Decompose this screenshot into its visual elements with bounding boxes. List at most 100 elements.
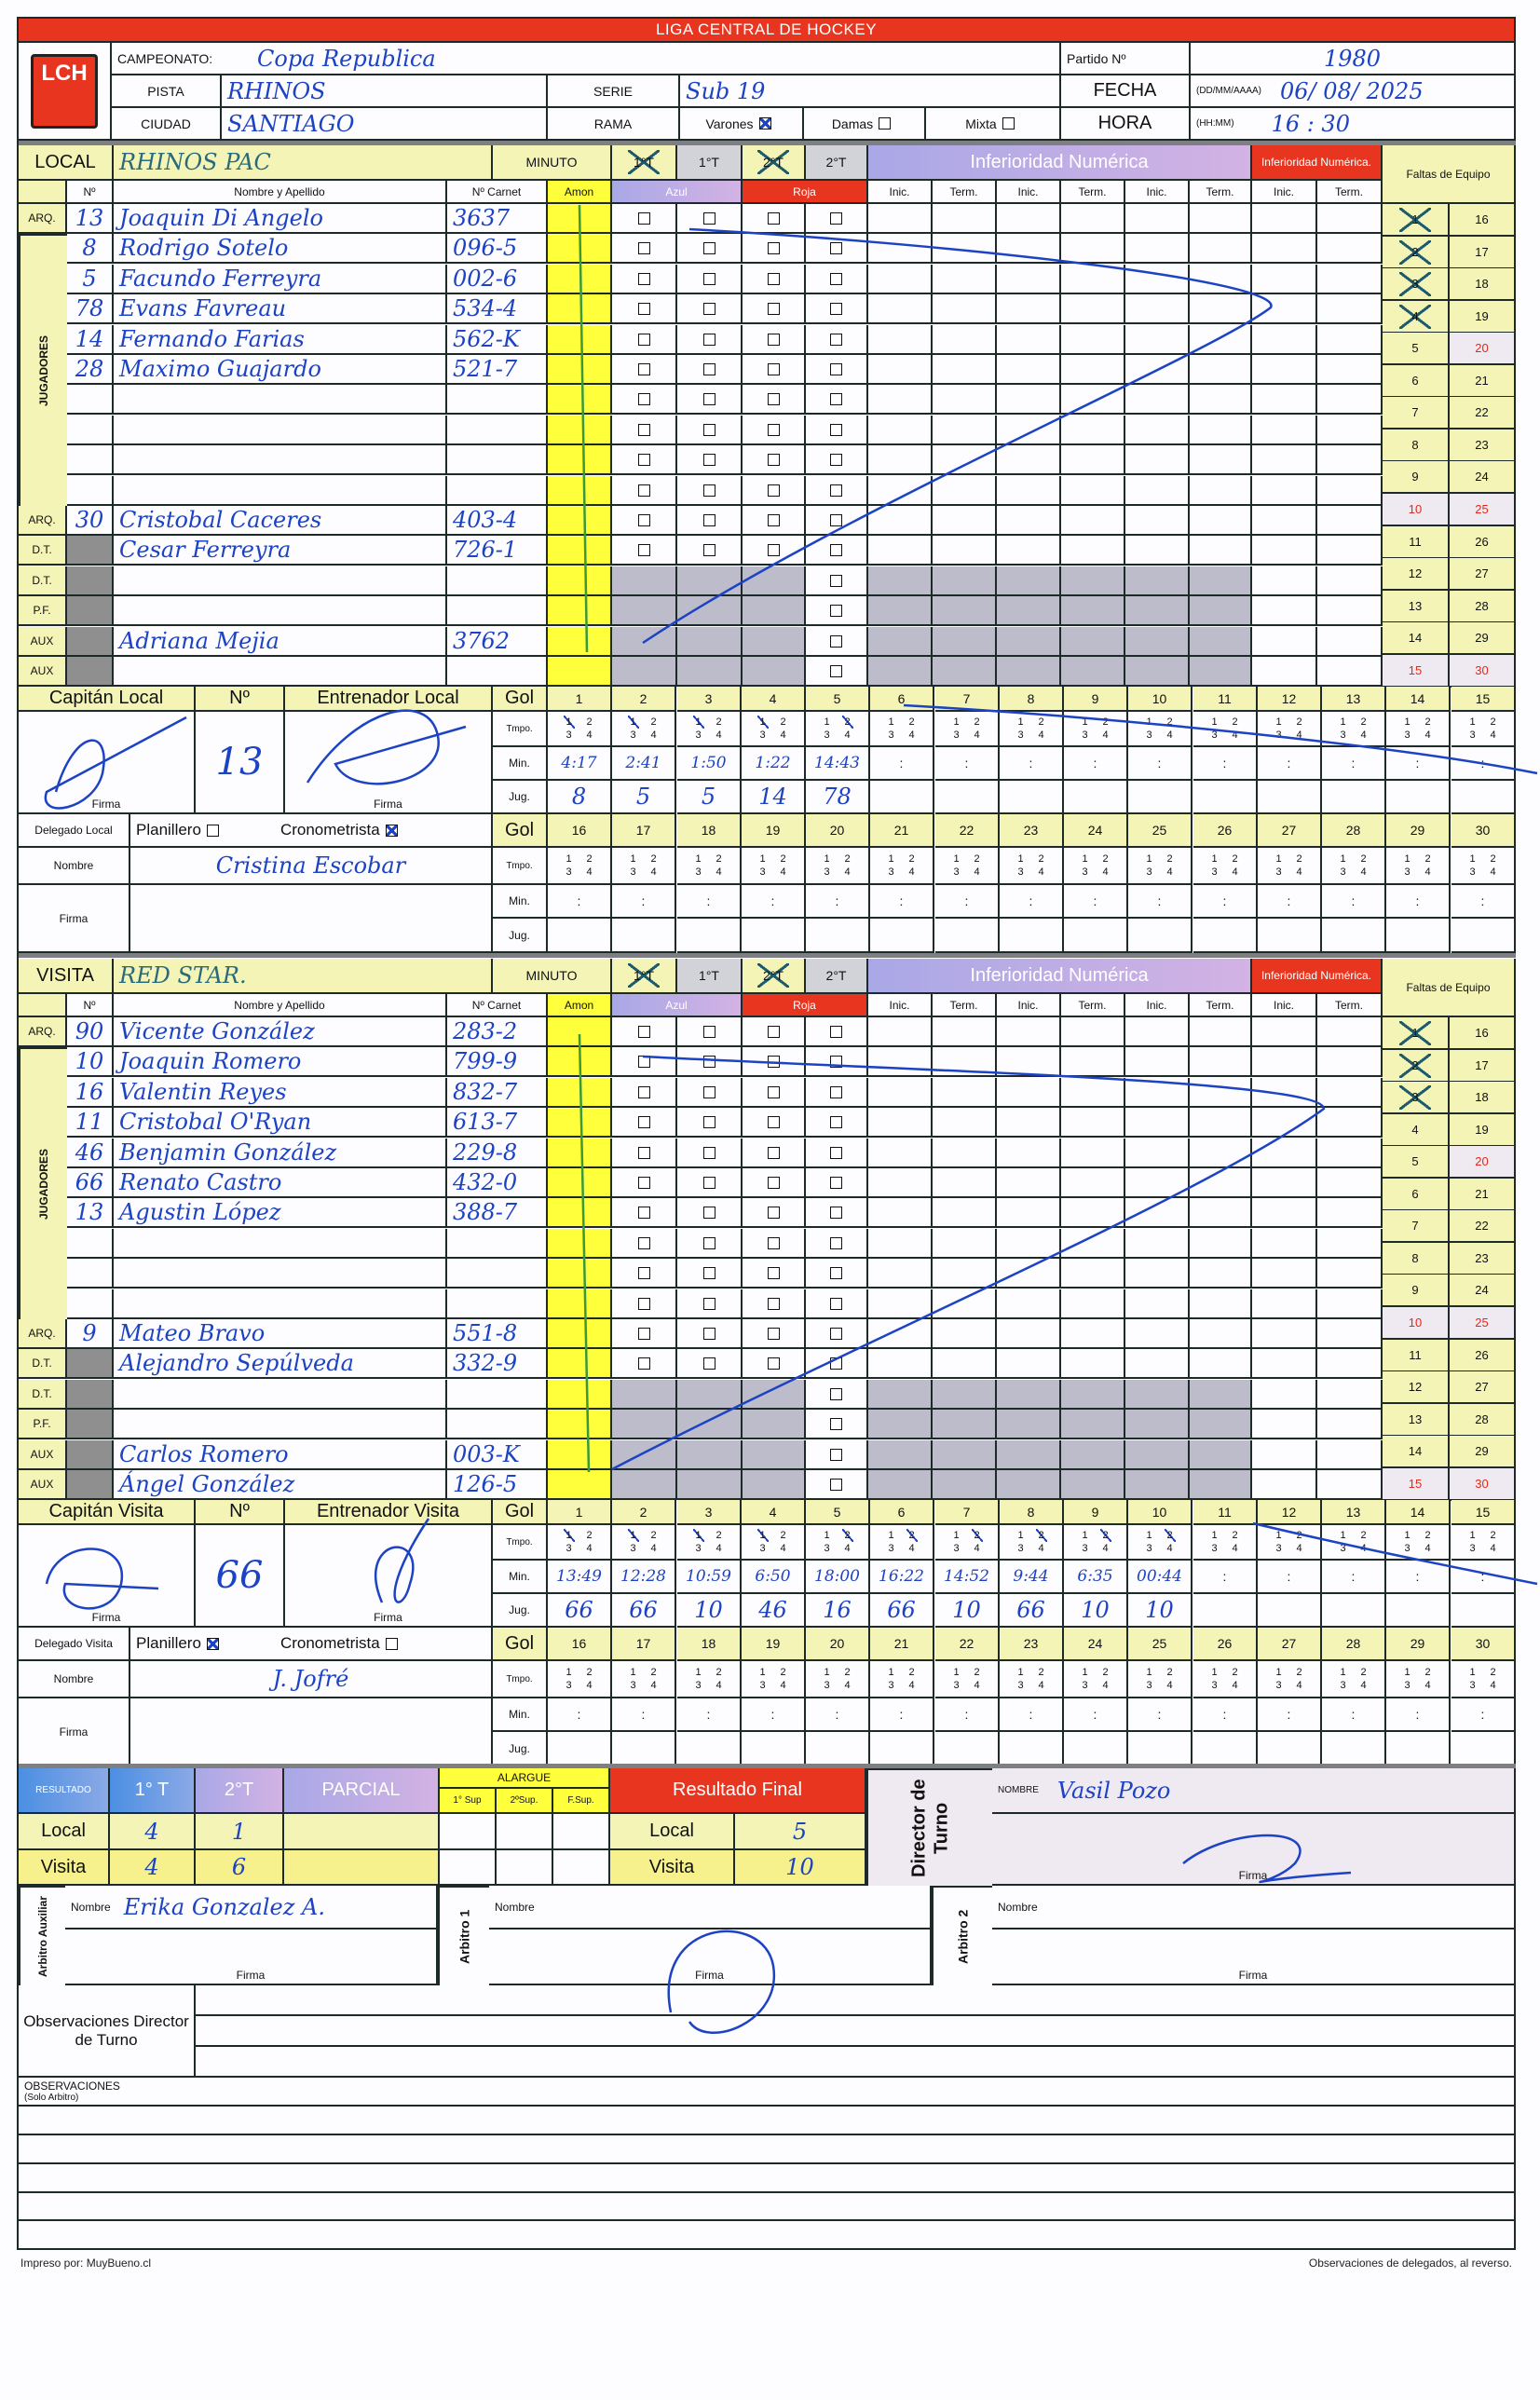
goal-period[interactable]: 1 2 3 4 bbox=[1258, 848, 1322, 885]
checkbox[interactable] bbox=[830, 453, 842, 466]
inferioridad-red-cell[interactable] bbox=[1317, 596, 1383, 626]
goal-period[interactable]: 1 2 3 4 bbox=[1451, 848, 1516, 885]
checkbox[interactable] bbox=[637, 1297, 650, 1310]
player-number[interactable]: 46 bbox=[67, 1139, 114, 1168]
goal-period[interactable]: 1 2 3 4 bbox=[1128, 712, 1192, 747]
amonestacion-cell[interactable] bbox=[548, 1470, 612, 1500]
team-foul-19[interactable]: 19 bbox=[1450, 1114, 1516, 1147]
inferioridad-red-cell[interactable] bbox=[1252, 1289, 1317, 1319]
red-card-cell[interactable] bbox=[806, 355, 868, 385]
inferioridad-cell[interactable] bbox=[1061, 1198, 1125, 1228]
team-foul-15[interactable]: 15 bbox=[1383, 655, 1450, 688]
team-foul-5[interactable]: 5 bbox=[1383, 1146, 1450, 1179]
inferioridad-red-cell[interactable] bbox=[1252, 385, 1317, 415]
checkbox[interactable] bbox=[830, 1357, 842, 1370]
checkbox[interactable] bbox=[702, 1115, 715, 1128]
inferioridad-cell[interactable] bbox=[933, 416, 997, 445]
team-foul-8[interactable]: 8 bbox=[1383, 1243, 1450, 1275]
inferioridad-red-cell[interactable] bbox=[1317, 657, 1383, 687]
player-number[interactable] bbox=[67, 416, 114, 445]
inferioridad-cell[interactable] bbox=[868, 1349, 933, 1379]
goal-minute[interactable]: : bbox=[870, 1698, 934, 1732]
checkbox[interactable] bbox=[830, 1387, 842, 1400]
inferioridad-cell[interactable] bbox=[1190, 1319, 1252, 1349]
player-name[interactable] bbox=[114, 566, 447, 596]
player-name[interactable] bbox=[114, 596, 447, 626]
team-foul-24[interactable]: 24 bbox=[1450, 461, 1516, 494]
result-local-sup[interactable] bbox=[497, 1814, 553, 1850]
red-card-cell[interactable] bbox=[743, 234, 806, 264]
checkbox[interactable] bbox=[702, 1176, 715, 1189]
checkbox[interactable] bbox=[830, 1236, 842, 1249]
player-carnet[interactable]: 229-8 bbox=[447, 1139, 548, 1168]
amonestacion-cell[interactable] bbox=[548, 265, 612, 294]
team-foul-21[interactable]: 21 bbox=[1450, 365, 1516, 398]
goal-player[interactable] bbox=[1451, 781, 1516, 814]
player-name[interactable] bbox=[114, 1380, 447, 1410]
serie-value[interactable]: Sub 19 bbox=[680, 75, 1061, 108]
checkbox[interactable] bbox=[702, 1357, 715, 1370]
goal-player[interactable] bbox=[806, 919, 870, 953]
goal-minute[interactable]: : bbox=[935, 885, 1000, 919]
inferioridad-cell[interactable] bbox=[1125, 1198, 1190, 1228]
checkbox[interactable] bbox=[830, 1206, 842, 1219]
checkbox[interactable] bbox=[637, 1176, 650, 1189]
inferioridad-cell[interactable] bbox=[1190, 1047, 1252, 1077]
goal-period[interactable]: 1 2 3 4 bbox=[935, 848, 1000, 885]
obs-line[interactable] bbox=[19, 2221, 1516, 2250]
goal-period[interactable]: 1 2 3 4 bbox=[870, 1661, 934, 1698]
goal-minute[interactable]: : bbox=[1258, 1698, 1322, 1732]
inferioridad-cell[interactable] bbox=[868, 506, 933, 536]
red-card-cell[interactable] bbox=[806, 1349, 868, 1379]
inferioridad-cell[interactable] bbox=[997, 1047, 1061, 1077]
inferioridad-cell[interactable] bbox=[933, 476, 997, 506]
amonestacion-cell[interactable] bbox=[548, 1380, 612, 1410]
inferioridad-cell[interactable] bbox=[868, 385, 933, 415]
goal-period[interactable]: 1 2 3 4 bbox=[1451, 1525, 1516, 1561]
goal-player[interactable] bbox=[1193, 781, 1258, 814]
goal-minute[interactable]: : bbox=[1258, 1561, 1322, 1594]
inferioridad-cell[interactable] bbox=[933, 1259, 997, 1289]
goal-period[interactable]: 1 2 3 4 bbox=[1000, 712, 1064, 747]
player-number[interactable]: 8 bbox=[67, 234, 114, 264]
checkbox[interactable] bbox=[767, 362, 780, 375]
player-number[interactable]: 28 bbox=[67, 355, 114, 385]
red-card-cell[interactable] bbox=[806, 416, 868, 445]
player-name[interactable]: Carlos Romero bbox=[114, 1440, 447, 1470]
inferioridad-red-cell[interactable] bbox=[1252, 416, 1317, 445]
red-card-cell[interactable] bbox=[806, 445, 868, 475]
goal-minute[interactable]: : bbox=[1258, 747, 1322, 781]
goal-player[interactable]: 10 bbox=[1064, 1594, 1128, 1628]
red-card-cell[interactable] bbox=[743, 1139, 806, 1168]
red-card-cell[interactable] bbox=[806, 1078, 868, 1108]
amonestacion-cell[interactable] bbox=[548, 1198, 612, 1228]
team-foul-12[interactable]: 12 bbox=[1383, 1371, 1450, 1404]
checkbox[interactable] bbox=[702, 1297, 715, 1310]
inferioridad-cell[interactable] bbox=[1190, 355, 1252, 385]
red-card-cell[interactable] bbox=[743, 1229, 806, 1259]
team-foul-2[interactable]: 2 bbox=[1383, 237, 1450, 269]
goal-player[interactable] bbox=[612, 1732, 676, 1766]
result-local-t2[interactable]: 1 bbox=[196, 1814, 284, 1850]
inferioridad-cell[interactable] bbox=[1190, 1168, 1252, 1198]
goal-minute[interactable]: : bbox=[548, 885, 612, 919]
goal-period[interactable]: 1 2 3 4 bbox=[742, 848, 806, 885]
checkbox[interactable] bbox=[767, 543, 780, 556]
goal-player[interactable] bbox=[1386, 919, 1451, 953]
checkbox[interactable] bbox=[637, 1115, 650, 1128]
inferioridad-red-cell[interactable] bbox=[1317, 355, 1383, 385]
goal-period[interactable]: 1 2 3 4 bbox=[870, 848, 934, 885]
goal-period[interactable]: 1 2 3 4 bbox=[677, 848, 742, 885]
inferioridad-cell[interactable] bbox=[868, 1047, 933, 1077]
inferioridad-cell[interactable] bbox=[933, 1108, 997, 1138]
inferioridad-cell[interactable] bbox=[868, 1229, 933, 1259]
checkbox[interactable] bbox=[637, 333, 650, 346]
player-number[interactable] bbox=[67, 657, 114, 687]
inferioridad-red-cell[interactable] bbox=[1317, 325, 1383, 355]
